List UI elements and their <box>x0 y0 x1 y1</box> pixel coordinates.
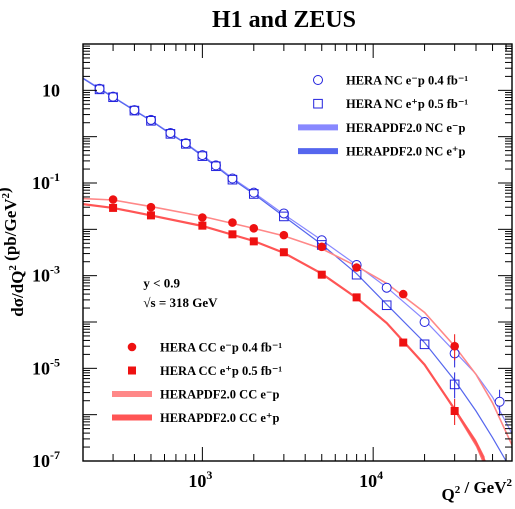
nc-ep-point <box>279 211 289 222</box>
cc-ep-point <box>146 211 155 220</box>
x-tick-label: 103 <box>188 468 212 491</box>
nc-ep-point <box>165 129 176 139</box>
nc-ep-point <box>449 379 460 390</box>
cc-em-point <box>317 242 327 252</box>
nc-em-point <box>278 208 289 219</box>
cc-ep-point <box>228 230 237 239</box>
nc-ep-point <box>197 151 208 161</box>
cc-ep-point <box>399 338 408 347</box>
nc-ep-fit-curve <box>83 77 507 461</box>
cc-em-point <box>198 213 207 222</box>
y-tick-label: 10-3 <box>32 263 60 286</box>
y-tick-label: 10-5 <box>32 355 60 378</box>
y-axis-label: dσ/dQ2 (pb/GeV2) <box>0 187 27 316</box>
cc-em-point <box>352 263 361 272</box>
cc-ep-point <box>317 270 326 279</box>
legend-lower-key-cc-ep <box>128 366 136 375</box>
legend-upper-entry: HERA NC e⁻p 0.4 fb⁻¹ <box>346 74 468 88</box>
legend-upper-entry: HERAPDF2.0 NC e⁻p <box>346 121 465 135</box>
nc-ep-point <box>419 339 430 350</box>
legend-upper-entry: HERA NC e⁺p 0.5 fb⁻¹ <box>346 97 468 111</box>
cc-ep-fit-curve <box>83 203 486 461</box>
annotation-text: y < 0.9 <box>143 276 180 291</box>
nc-ep-point <box>129 105 140 116</box>
y-tick-label: 10-1 <box>32 170 60 193</box>
cc-em-fit-curve <box>83 197 512 446</box>
legend-lower-key-cc-em <box>127 342 137 352</box>
nc-em-point <box>180 138 191 149</box>
nc-em-point <box>381 282 392 293</box>
annotation-text: √s = 318 GeV <box>143 295 218 310</box>
y-tick-label: 10 <box>42 80 60 100</box>
nc-em-point <box>94 83 105 94</box>
cc-ep-point <box>198 221 207 230</box>
legend-lower-entry: HERAPDF2.0 CC e⁺p <box>160 411 279 425</box>
nc-ep-point <box>146 116 156 126</box>
cc-em-point <box>146 202 156 212</box>
cc-ep-point <box>279 248 288 257</box>
cc-em-point <box>228 218 237 227</box>
nc-ep-point <box>108 92 118 103</box>
cc-ep-point <box>109 203 118 212</box>
nc-em-point <box>108 91 119 102</box>
nc-ep-point <box>248 189 259 199</box>
legend-lower-entry: HERAPDF2.0 CC e⁻p <box>160 388 279 402</box>
legend-upper-entry: HERAPDF2.0 NC e⁺p <box>346 145 465 159</box>
legend-upper-key-nc-em <box>313 75 323 85</box>
cc-ep-fit-band <box>424 364 485 461</box>
cc-em-point <box>108 195 118 204</box>
nc-ep-point <box>381 300 392 311</box>
cc-em-point <box>279 230 289 240</box>
y-tick-label: 10-7 <box>32 448 60 471</box>
cc-ep-point <box>249 237 258 246</box>
nc-em-point <box>494 396 505 407</box>
nc-ep-point <box>211 161 221 172</box>
nc-ep-point <box>94 84 105 95</box>
nc-ep-point <box>227 174 238 185</box>
nc-em-point <box>129 105 140 116</box>
cc-em-point <box>398 289 408 299</box>
x-tick-label: 104 <box>359 468 383 491</box>
cc-em-point <box>249 224 259 233</box>
legend-lower-entry: HERA CC e⁺p 0.5 fb⁻¹ <box>160 364 282 378</box>
x-axis-label: Q2 / GeV2 <box>441 477 512 504</box>
cc-ep-point <box>352 293 361 302</box>
legend-upper-key-nc-ep <box>313 98 323 109</box>
cc-ep-point <box>450 406 459 415</box>
chart-title: H1 and ZEUS <box>212 7 356 33</box>
plot-frame <box>82 43 513 462</box>
legend-lower-entry: HERA CC e⁻p 0.4 fb⁻¹ <box>160 341 282 355</box>
nc-em-point <box>419 317 430 327</box>
cc-em-point <box>450 341 459 351</box>
nc-ep-point <box>181 139 191 149</box>
